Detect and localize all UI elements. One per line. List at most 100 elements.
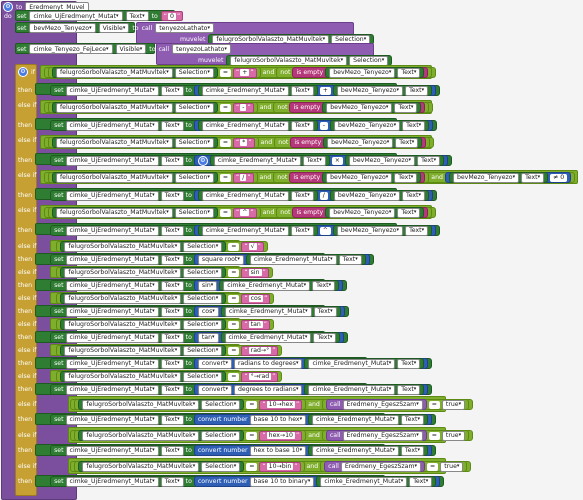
- property-dropdown[interactable]: Text: [290, 120, 314, 131]
- component-dropdown[interactable]: bevMezo_Tenyezo: [326, 172, 393, 183]
- component-dropdown[interactable]: cimke_Eredmenyt_Mutat: [312, 414, 399, 425]
- branch-condition[interactable]: ⚙else if: [18, 137, 36, 144]
- mutator-gear-icon[interactable]: ⚙: [3, 2, 13, 12]
- string-literal[interactable]: “°→rad”: [241, 371, 279, 382]
- source-getter[interactable]: cimke_Eredmenyt_MutatText: [220, 332, 341, 343]
- property-dropdown[interactable]: Text: [302, 155, 326, 166]
- math-op-block[interactable]: ⚙cimke_Eredmenyt_MutatText/bevMezo_Tenye…: [193, 190, 433, 201]
- string-literal[interactable]: “sin”: [241, 267, 269, 278]
- component-dropdown[interactable]: felugroSorbolValaszto_MatMuvltek: [82, 399, 200, 410]
- compare-block[interactable]: felugroSorbolValaszto_MatMuvltekSelectio…: [56, 371, 283, 382]
- eq-operator[interactable]: =: [219, 103, 232, 112]
- set-block[interactable]: setcimke_UjEredmenyt_MutatTexttoconvert …: [50, 414, 436, 425]
- property-dropdown[interactable]: Visible: [115, 44, 147, 54]
- string-value[interactable]: cos: [248, 295, 264, 302]
- string-value[interactable]: 10→hex: [266, 401, 295, 408]
- tenyezo-getter[interactable]: bevMezo_TenyezoText: [448, 172, 549, 183]
- property-dropdown[interactable]: Text: [402, 120, 426, 131]
- and-block[interactable]: felugroSorbolValaszto_MatMuvltekSelectio…: [70, 399, 474, 410]
- branch-then[interactable]: then setcimke_UjEredmenyt_MutatTextto⚙cim…: [18, 85, 441, 96]
- branch-then[interactable]: thensetcimke_UjEredmenyt_MutatTexttoconv…: [18, 384, 433, 395]
- source-getter[interactable]: cimke_Eredmenyt_MutatText: [197, 85, 318, 96]
- property-dropdown[interactable]: Selection: [183, 293, 223, 304]
- branch-condition[interactable]: ⚙else if: [18, 207, 36, 214]
- property-dropdown[interactable]: Text: [405, 225, 429, 236]
- nonzero-compare[interactable]: bevMezo_TenyezoText≠ 0: [444, 172, 572, 183]
- component-dropdown[interactable]: bevMezo_Tenyezo: [329, 207, 396, 218]
- component-dropdown[interactable]: cimke_UjEredmenyt_Mutat: [65, 190, 159, 201]
- eq-operator[interactable]: =: [246, 400, 258, 409]
- string-literal[interactable]: “cos”: [241, 293, 271, 304]
- branch-condition[interactable]: ⚙else if: [18, 172, 36, 179]
- math-fn-block[interactable]: convertradians to degreescimke_Eredmenyt…: [193, 358, 429, 369]
- eq-operator[interactable]: =: [228, 294, 240, 303]
- component-dropdown[interactable]: cimke_UjEredmenyt_Mutat: [65, 254, 159, 265]
- string-value[interactable]: hex→10: [266, 432, 295, 439]
- component-dropdown[interactable]: bevMezo_Tenyezo: [326, 102, 393, 113]
- component-dropdown[interactable]: bevMezo_Tenyezo: [329, 67, 396, 78]
- property-dropdown[interactable]: Text: [400, 445, 424, 456]
- function-dropdown[interactable]: tan: [197, 332, 219, 343]
- source-getter[interactable]: cimke_Eredmenyt_MutatText: [308, 414, 428, 425]
- string-value[interactable]: ^: [240, 209, 250, 216]
- tenyezo-getter[interactable]: bevMezo_TenyezoText: [323, 137, 423, 148]
- string-literal[interactable]: “-”: [233, 102, 254, 113]
- selection-getter[interactable]: felugroSorbolValaszto_MatMuvltekSelectio…: [60, 345, 227, 356]
- tenyezo-getter[interactable]: bevMezo_TenyezoText: [322, 172, 422, 183]
- function-dropdown[interactable]: square root: [197, 254, 244, 265]
- component-dropdown[interactable]: cimke_UjEredmenyt_Mutat: [65, 120, 159, 131]
- branch-then[interactable]: thensetcimke_UjEredmenyt_MutatTexttocosc…: [18, 306, 349, 317]
- compare-block[interactable]: felugroSorbolValaszto_MatMuvltekSelectio…: [48, 172, 258, 183]
- function-dropdown[interactable]: convert: [197, 358, 232, 369]
- string-literal[interactable]: “+”: [233, 67, 257, 78]
- string-value[interactable]: √: [248, 243, 257, 250]
- source-getter[interactable]: cimke_Eredmenyt_MutatText: [308, 445, 428, 456]
- string-literal[interactable]: “*”: [233, 137, 255, 148]
- eq-operator[interactable]: =: [219, 138, 232, 147]
- string-value[interactable]: sin: [248, 269, 262, 276]
- component-dropdown[interactable]: felugroSorbolValaszto_MatMuvltek: [230, 55, 348, 66]
- call-block[interactable]: call Eredmeny_EgeszSzam: [325, 399, 427, 410]
- component-dropdown[interactable]: cimke_UjEredmenyt_Mutat: [65, 358, 159, 369]
- component-dropdown[interactable]: bevMezo_Tenyezo: [29, 23, 96, 33]
- string-value[interactable]: /: [240, 174, 247, 181]
- set-block[interactable]: setcimke_UjEredmenyt_MutatTexttoconvertd…: [50, 384, 433, 395]
- eq-operator[interactable]: =: [427, 462, 439, 471]
- component-dropdown[interactable]: bevMezo_Tenyezo: [327, 137, 394, 148]
- eq-operator[interactable]: =: [228, 242, 240, 251]
- math-fn-block[interactable]: convertdegrees to radianscimke_Eredmenyt…: [193, 384, 429, 395]
- compare-block[interactable]: felugroSorbolValaszto_MatMuvltekSelectio…: [56, 241, 268, 252]
- math-fn-block[interactable]: tancimke_Eredmenyt_MutatText: [193, 332, 345, 343]
- compare-block[interactable]: felugroSorbolValaszto_MatMuvltekSelectio…: [48, 102, 258, 113]
- property-dropdown[interactable]: Text: [160, 254, 184, 265]
- conversion-dropdown[interactable]: base 10 to binary: [249, 476, 315, 487]
- property-dropdown[interactable]: Text: [397, 358, 421, 369]
- set-block[interactable]: setcimke_UjEredmenyt_MutatTexttoconvert …: [50, 445, 436, 456]
- component-dropdown[interactable]: cimke_Eredmenyt_Mutat: [201, 85, 289, 96]
- math-operator[interactable]: -: [319, 121, 328, 130]
- component-dropdown[interactable]: cimke_UjEredmenyt_Mutat: [65, 85, 159, 96]
- string-literal[interactable]: “/”: [233, 172, 254, 183]
- component-dropdown[interactable]: cimke_Tenyezo_FejLece: [29, 44, 113, 54]
- property-dropdown[interactable]: Text: [160, 384, 184, 395]
- property-dropdown[interactable]: Selection: [174, 172, 214, 183]
- property-dropdown[interactable]: Text: [125, 11, 149, 21]
- component-dropdown[interactable]: felugroSorbolValaszto_MatMuvltek: [82, 461, 200, 472]
- branch-then[interactable]: thensetcimke_UjEredmenyt_MutatTexttotanc…: [18, 332, 349, 343]
- property-dropdown[interactable]: Text: [160, 445, 184, 456]
- string-value[interactable]: +: [240, 69, 250, 76]
- branch-condition[interactable]: ⚙ if: [18, 67, 35, 77]
- eq-operator[interactable]: =: [219, 173, 232, 182]
- component-dropdown[interactable]: bevMezo_Tenyezo: [348, 155, 416, 166]
- property-dropdown[interactable]: Selection: [174, 102, 214, 113]
- tenyezo-getter[interactable]: bevMezo_TenyezoText: [322, 102, 422, 113]
